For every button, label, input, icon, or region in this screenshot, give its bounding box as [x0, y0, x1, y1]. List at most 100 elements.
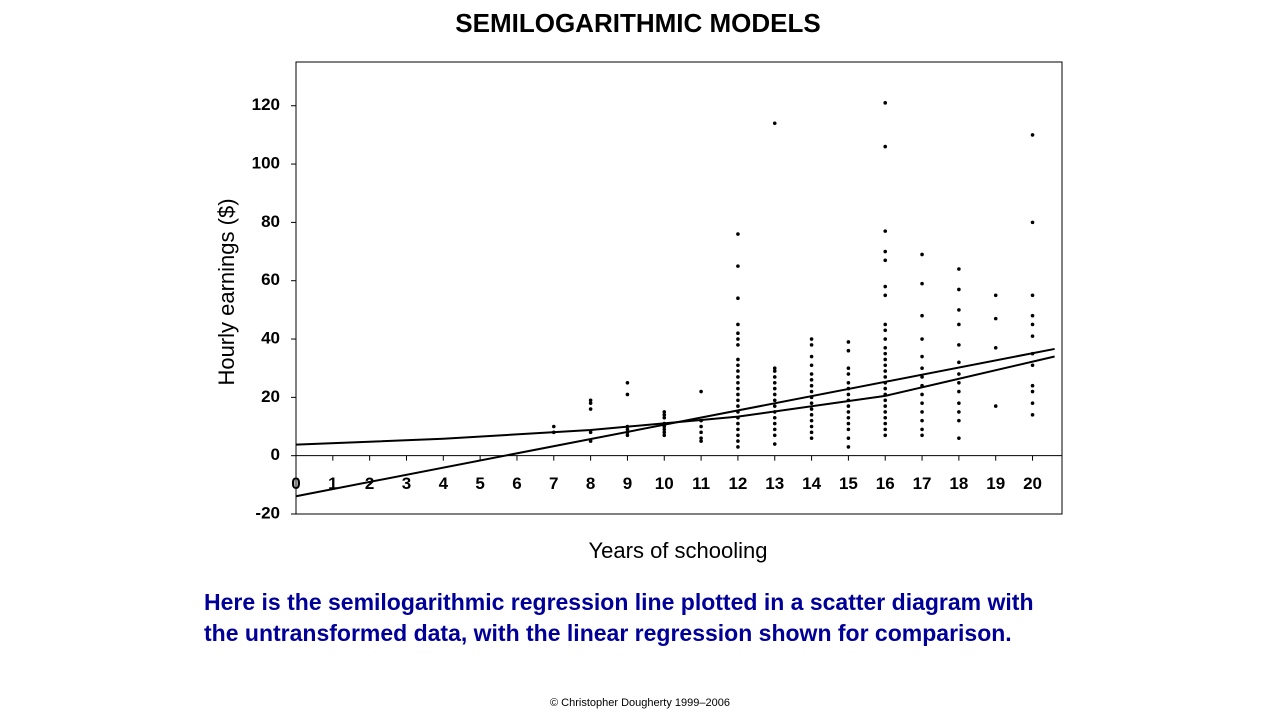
- x-tick-label: 13: [765, 474, 784, 493]
- x-tick-label: 19: [986, 474, 1005, 493]
- data-point: [883, 328, 888, 333]
- data-point: [920, 337, 924, 341]
- data-point: [662, 413, 667, 417]
- data-point: [772, 421, 777, 426]
- data-point: [883, 258, 888, 263]
- data-point: [736, 398, 740, 403]
- plot-frame: [295, 61, 1063, 515]
- data-point: [772, 404, 777, 408]
- data-point: [809, 407, 814, 411]
- data-point: [883, 427, 888, 432]
- data-point: [993, 404, 998, 408]
- x-tick-label: 17: [913, 474, 932, 493]
- data-point: [809, 418, 814, 423]
- data-point: [736, 445, 740, 449]
- y-tick-label: 20: [261, 387, 280, 406]
- data-point: [883, 398, 888, 403]
- data-point: [809, 354, 814, 359]
- data-point: [625, 433, 630, 438]
- data-point: [883, 337, 888, 341]
- data-point: [736, 439, 740, 443]
- data-point: [920, 366, 924, 370]
- data-point: [883, 375, 888, 379]
- data-point: [662, 427, 667, 432]
- data-point: [883, 421, 888, 426]
- data-point: [883, 284, 888, 289]
- data-point: [957, 389, 961, 394]
- data-point: [625, 392, 630, 397]
- data-point: [883, 433, 888, 438]
- data-point: [736, 421, 740, 426]
- data-point: [588, 401, 593, 405]
- x-tick-label: 5: [475, 474, 484, 493]
- data-point: [736, 264, 740, 268]
- data-point: [772, 415, 777, 420]
- data-point: [736, 380, 740, 385]
- data-point: [736, 331, 740, 336]
- data-point: [809, 430, 814, 435]
- data-point: [736, 357, 740, 362]
- data-point: [957, 287, 961, 292]
- data-point: [920, 313, 924, 318]
- data-point: [957, 372, 961, 376]
- data-point: [957, 267, 961, 271]
- data-point: [588, 398, 593, 403]
- data-point: [772, 442, 777, 446]
- data-point: [1030, 389, 1035, 394]
- data-point: [809, 389, 814, 394]
- data-point: [625, 427, 630, 432]
- data-point: [736, 296, 740, 301]
- data-point: [846, 410, 851, 414]
- data-point: [957, 308, 961, 312]
- data-point: [699, 436, 703, 440]
- data-point: [736, 433, 740, 438]
- regression-line: [295, 355, 1055, 446]
- x-tick-label: 20: [1023, 474, 1042, 493]
- data-point: [772, 366, 777, 370]
- data-point: [846, 392, 851, 397]
- data-point: [920, 418, 924, 423]
- data-point: [1030, 133, 1035, 137]
- data-point: [846, 421, 851, 426]
- data-point: [736, 363, 740, 368]
- data-point: [846, 366, 851, 370]
- data-point: [846, 380, 851, 385]
- x-tick-label: 10: [655, 474, 674, 493]
- data-point: [736, 337, 740, 341]
- data-point: [662, 430, 667, 435]
- y-axis-label: Hourly earnings ($): [214, 198, 239, 385]
- data-point: [809, 378, 814, 382]
- data-point: [920, 401, 924, 405]
- data-point: [736, 404, 740, 408]
- data-point: [772, 369, 777, 373]
- data-point: [772, 380, 777, 385]
- y-tick-label: 100: [252, 154, 280, 173]
- data-point: [699, 430, 703, 435]
- footer: © Christopher Dougherty 1999–2006: [550, 697, 730, 709]
- data-point: [883, 369, 888, 373]
- data-point: [699, 424, 703, 429]
- data-point: [883, 293, 888, 298]
- data-point: [772, 433, 777, 438]
- data-point: [883, 357, 888, 362]
- data-point: [846, 436, 851, 440]
- data-point: [772, 121, 777, 126]
- y-tick-label: -20: [255, 503, 280, 522]
- x-tick-label: 8: [586, 474, 595, 493]
- data-point: [1030, 313, 1035, 318]
- data-point: [846, 372, 851, 376]
- data-point: [957, 380, 961, 385]
- data-point: [993, 345, 998, 350]
- data-point: [736, 232, 740, 236]
- data-point: [809, 436, 814, 440]
- x-tick-label: 3: [402, 474, 411, 493]
- data-point: [809, 383, 814, 388]
- data-point: [957, 401, 961, 405]
- data-point: [809, 337, 814, 341]
- data-point: [920, 354, 924, 359]
- x-tick-label: 15: [839, 474, 858, 493]
- data-point: [1030, 363, 1035, 368]
- data-point: [551, 424, 556, 429]
